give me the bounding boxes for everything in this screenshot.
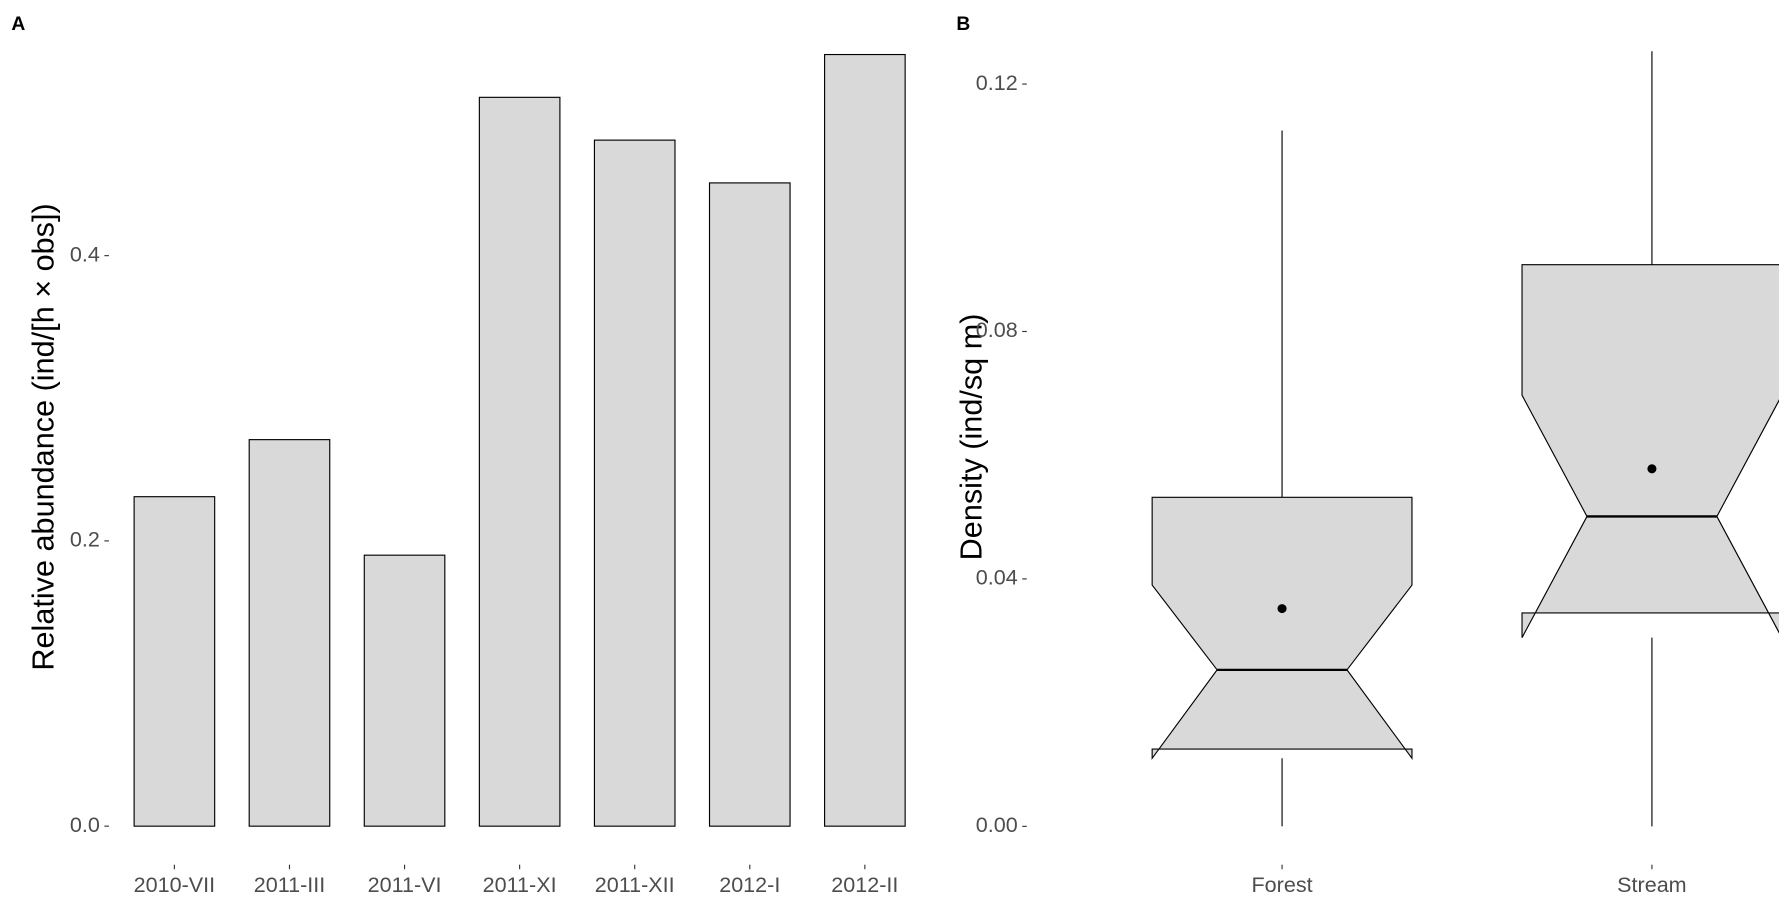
x-tick-label: 2012-I (719, 872, 780, 897)
mean-point (1277, 604, 1287, 614)
box (1151, 496, 1413, 761)
y-tick-label: 0.08 (976, 317, 1018, 342)
x-tick-label: 2011-VI (368, 872, 442, 897)
y-tick-label: 0.04 (976, 565, 1018, 590)
x-tick-label: 2011-III (254, 872, 325, 897)
y-axis-title: Relative abundance (ind/[h × obs]) (26, 203, 60, 670)
x-tick-label: 2011-XI (483, 872, 557, 897)
x-tick-label: 2011-XII (595, 872, 675, 897)
box (1521, 264, 1779, 638)
bar (363, 554, 446, 827)
x-tick-label: 2010-VII (134, 872, 215, 897)
y-tick-label: 0.4 (70, 241, 100, 266)
y-tick-label: 0.2 (70, 527, 100, 552)
panel-label: A (11, 14, 25, 35)
bar (824, 53, 906, 827)
bar (478, 96, 561, 827)
y-axis-title: Density (ind/sq m) (955, 314, 989, 561)
y-tick-label: 0.0 (70, 812, 100, 837)
mean-point (1647, 464, 1657, 474)
y-tick-label: 0.00 (976, 812, 1018, 837)
x-tick-label: Stream (1617, 872, 1686, 897)
panel-b-plot (1151, 51, 1779, 827)
x-tick-label: 2012-II (831, 872, 898, 897)
panel-label: B (956, 14, 970, 35)
x-tick-label: Forest (1252, 872, 1313, 897)
bar (133, 496, 216, 827)
y-tick-label: 0.12 (976, 70, 1018, 95)
bar (248, 439, 331, 827)
bar (593, 139, 676, 827)
bar (708, 182, 791, 827)
